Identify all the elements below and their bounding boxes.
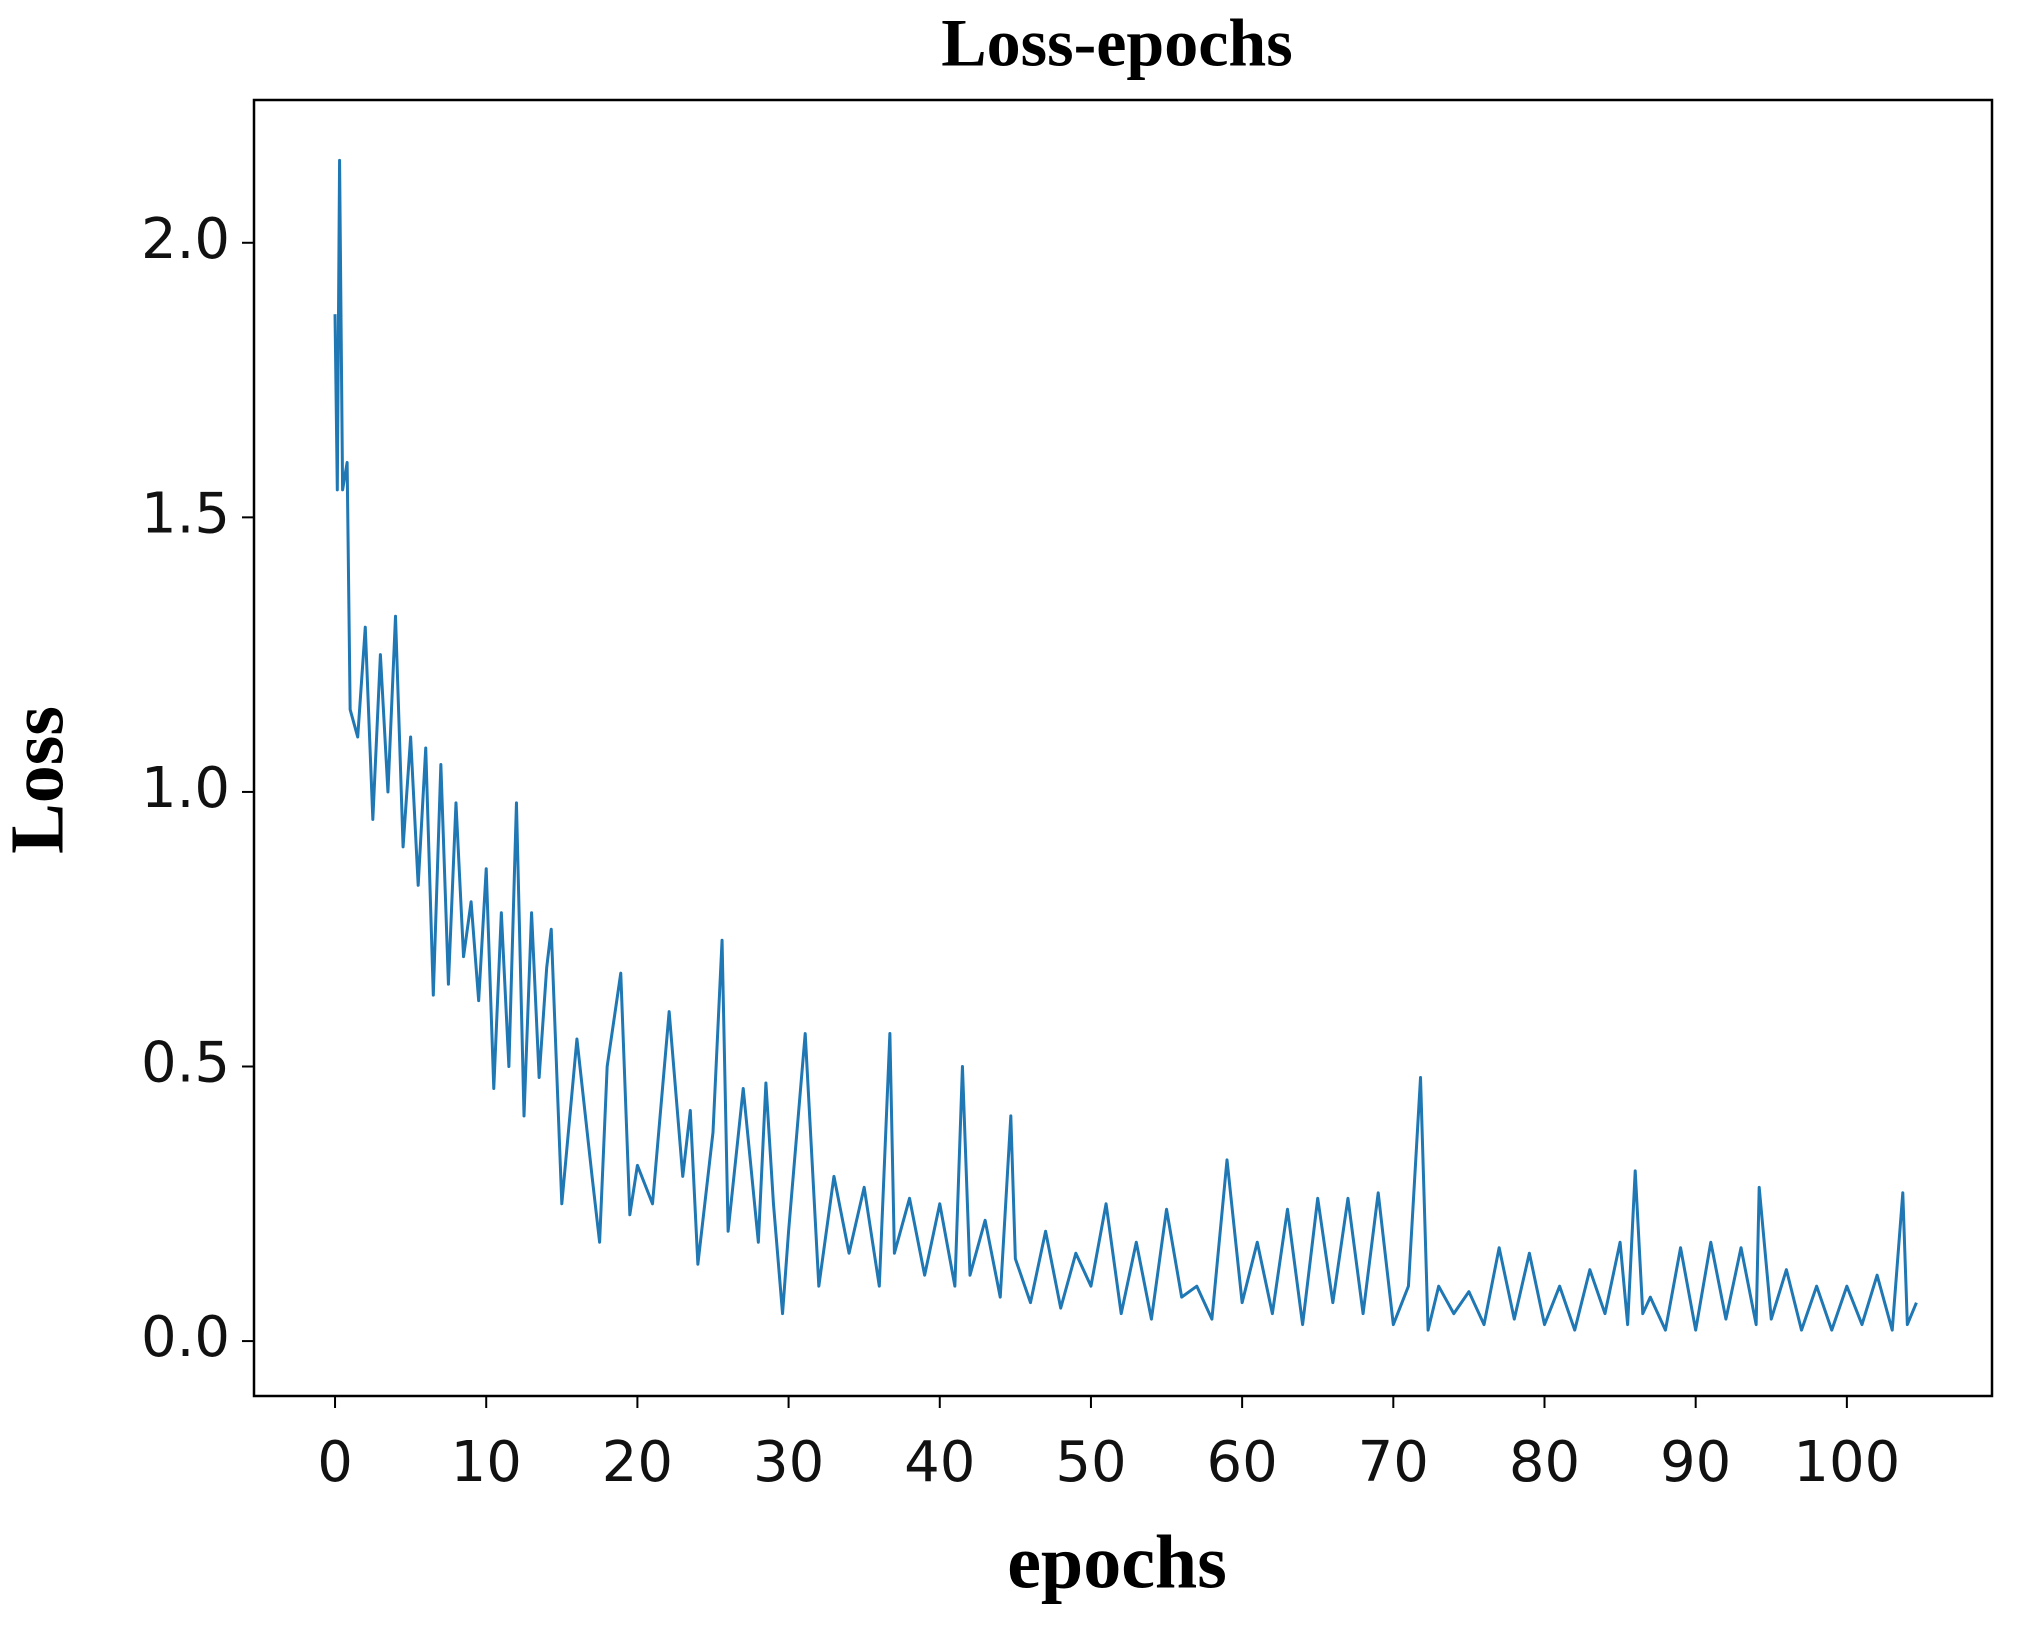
y-tick-label: 2.0 bbox=[141, 207, 230, 272]
x-tick-label: 10 bbox=[451, 1430, 522, 1495]
x-tick-label: 30 bbox=[753, 1430, 824, 1495]
x-tick-label: 100 bbox=[1793, 1430, 1900, 1495]
y-tick-label: 0.5 bbox=[141, 1031, 230, 1096]
x-tick-label: 90 bbox=[1660, 1430, 1731, 1495]
y-tick-label: 1.5 bbox=[141, 481, 230, 546]
x-tick-label: 40 bbox=[904, 1430, 975, 1495]
x-tick-label: 80 bbox=[1509, 1430, 1580, 1495]
y-axis-label: Loss bbox=[0, 706, 79, 854]
x-tick-label: 20 bbox=[602, 1430, 673, 1495]
x-tick-label: 60 bbox=[1206, 1430, 1277, 1495]
y-tick-label: 0.0 bbox=[141, 1305, 230, 1370]
x-tick-label: 50 bbox=[1055, 1430, 1126, 1495]
x-axis-label: epochs bbox=[1007, 1520, 1227, 1604]
line-series bbox=[333, 158, 1918, 1332]
chart-title: Loss-epochs bbox=[941, 5, 1292, 81]
x-tick-label: 0 bbox=[317, 1430, 353, 1495]
y-tick-label: 1.0 bbox=[141, 756, 230, 821]
plot-frame bbox=[252, 98, 1994, 1398]
x-tick-label: 70 bbox=[1358, 1430, 1429, 1495]
